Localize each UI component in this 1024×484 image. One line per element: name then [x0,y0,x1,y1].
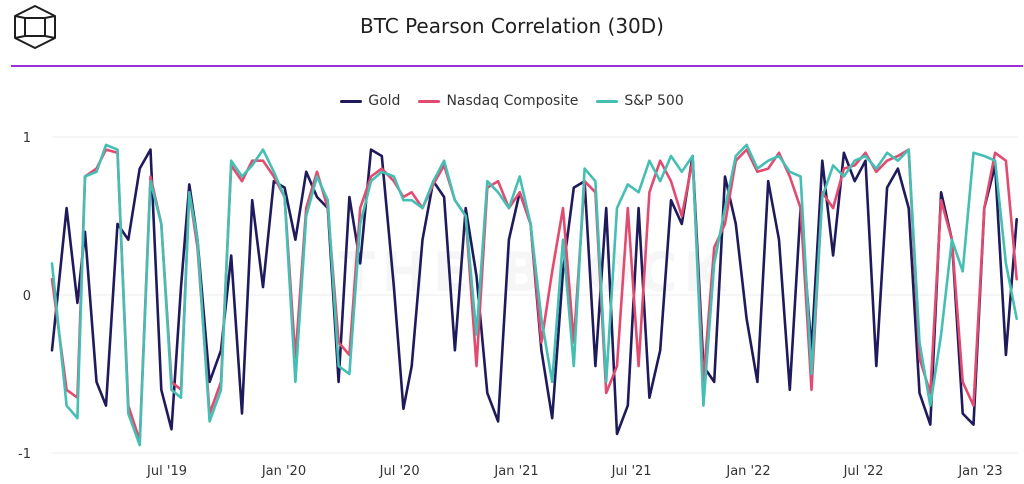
x-tick-label: Jul '20 [379,464,420,479]
legend-swatch-nasdaq [418,99,441,103]
x-tick-label: Jul '22 [843,464,884,479]
legend-item-sp500[interactable]: S&P 500 [596,93,684,109]
x-tick-label: Jul '19 [146,464,187,479]
x-tick-label: Jan '22 [725,464,770,479]
cube-logo-icon [14,5,56,49]
legend-label-nasdaq: Nasdaq Composite [446,93,579,109]
chart-title: BTC Pearson Correlation (30D) [359,14,664,38]
y-tick-label: 0 [23,289,31,304]
legend-item-nasdaq[interactable]: Nasdaq Composite [418,93,578,109]
y-tick-label: 1 [23,131,31,146]
legend-label-sp500: S&P 500 [624,93,684,109]
legend-swatch-gold [340,99,363,103]
x-tick-label: Jul '21 [611,464,652,479]
legend-label-gold: Gold [368,93,401,109]
legend-swatch-sp500 [596,99,619,103]
y-tick-label: -1 [18,447,31,462]
x-tick-label: Jan '23 [957,464,1002,479]
x-tick-label: Jan '21 [493,464,538,479]
legend-item-gold[interactable]: Gold [340,93,400,109]
x-tick-label: Jan '20 [261,464,306,479]
header-divider [11,65,1023,67]
chart-legend: Gold Nasdaq Composite S&P 500 [0,93,1024,109]
series-line-s-p-500 [50,143,1019,447]
